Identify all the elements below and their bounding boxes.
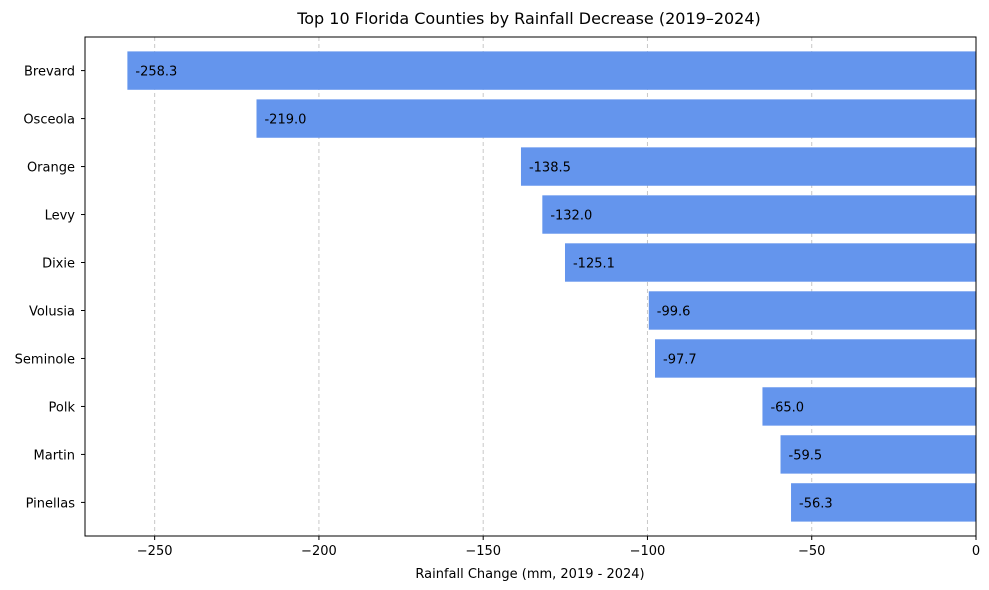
bar-value-label: -138.5 bbox=[529, 161, 571, 176]
x-tick-label: −250 bbox=[137, 544, 173, 559]
y-tick-label: Levy bbox=[45, 209, 76, 224]
y-tick-label: Brevard bbox=[24, 65, 75, 80]
y-tick-label: Osceola bbox=[23, 113, 75, 128]
y-tick-label: Volusia bbox=[29, 304, 75, 319]
y-tick-label: Polk bbox=[49, 400, 76, 415]
bar-osceola bbox=[256, 99, 976, 138]
y-tick-label: Dixie bbox=[42, 257, 75, 272]
bar-martin bbox=[780, 435, 976, 474]
bar-seminole bbox=[655, 339, 976, 378]
bar-brevard bbox=[127, 51, 976, 90]
y-axis-ticks: Brevard Osceola Orange Levy Dixie Volusia Semi… bbox=[15, 65, 85, 511]
bar-value-label: -56.3 bbox=[799, 496, 833, 511]
y-tick-label: Martin bbox=[34, 448, 75, 463]
bar-value-label: -125.1 bbox=[573, 257, 615, 272]
x-axis-label: Rainfall Change (mm, 2019 - 2024) bbox=[415, 567, 644, 582]
x-tick-label: −200 bbox=[301, 544, 337, 559]
bar-value-label: -219.0 bbox=[264, 113, 306, 128]
y-tick-label: Orange bbox=[27, 161, 75, 176]
x-tick-label: 0 bbox=[972, 544, 980, 559]
bar-value-label: -65.0 bbox=[770, 400, 804, 415]
bar-polk bbox=[762, 387, 976, 426]
bars bbox=[127, 51, 976, 522]
x-tick-label: −50 bbox=[798, 544, 825, 559]
x-axis-ticks: −250 −200 −150 −100 −50 0 bbox=[137, 536, 980, 559]
bar-value-label: -132.0 bbox=[550, 209, 592, 224]
bar-pinellas bbox=[791, 483, 976, 522]
bar-value-label: -59.5 bbox=[789, 448, 823, 463]
bar-orange bbox=[520, 147, 976, 186]
bar-value-labels: -258.3 -219.0 -138.5 -132.0 -125.1 -99.6 -97.7… bbox=[135, 65, 832, 512]
chart-title: Top 10 Florida Counties by Rainfall Decr… bbox=[296, 9, 761, 28]
x-tick-label: −150 bbox=[465, 544, 501, 559]
bar-levy bbox=[542, 195, 976, 234]
plot-frame bbox=[84, 36, 977, 537]
bar-value-label: -99.6 bbox=[657, 304, 691, 319]
y-tick-label: Seminole bbox=[15, 352, 75, 367]
bar-volusia bbox=[648, 291, 976, 330]
bar-value-label: -258.3 bbox=[135, 65, 177, 80]
bar-dixie bbox=[564, 243, 976, 282]
bar-value-label: -97.7 bbox=[663, 352, 697, 367]
x-tick-label: −100 bbox=[630, 544, 666, 559]
y-tick-label: Pinellas bbox=[26, 496, 76, 511]
